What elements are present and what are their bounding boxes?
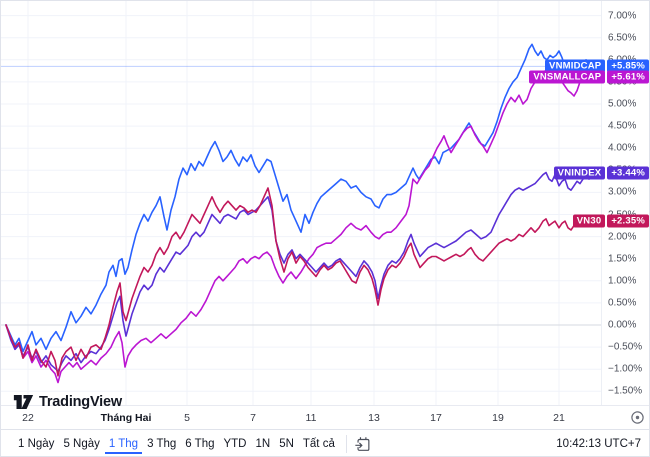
clock-label: 10:42:13 UTC+7 — [556, 438, 641, 450]
price-chart[interactable] — [1, 1, 650, 405]
y-axis-label: 6.50% — [608, 32, 637, 44]
series-badge-vnmidcap[interactable]: VNMIDCAP +5.85% — [545, 59, 649, 73]
range-button-1-thg[interactable]: 1 Thg — [104, 434, 143, 454]
series-badge-change: +5.85% — [607, 59, 649, 73]
toolbar-divider — [345, 435, 347, 453]
range-button-6-thg[interactable]: 6 Thg — [185, 438, 215, 450]
y-axis-label: 1.50% — [608, 253, 637, 265]
x-axis-label: 13 — [368, 411, 380, 424]
series-badge-vn30[interactable]: VN30 +2.35% — [572, 214, 649, 228]
x-axis-label: 22 — [22, 411, 34, 424]
range-button-5-ngày[interactable]: 5 Ngày — [63, 438, 100, 450]
y-axis-label: 0.00% — [608, 319, 637, 331]
series-line-vnsmallcap — [5, 69, 595, 384]
x-axis-label: 11 — [305, 411, 317, 424]
y-axis-label: 7.00% — [608, 10, 637, 22]
x-axis-label: 17 — [430, 411, 442, 424]
series-badge-change: +2.35% — [607, 214, 649, 228]
y-axis-label: 4.50% — [608, 120, 637, 132]
y-axis-label: 5.00% — [608, 98, 637, 110]
range-button-3-thg[interactable]: 3 Thg — [147, 438, 177, 450]
y-axis-label: 6.00% — [608, 54, 636, 65]
series-badge-vnsmallcap[interactable]: VNSMALLCAP +5.61% — [529, 70, 649, 84]
series-line-vnmidcap — [5, 43, 595, 353]
range-button-1n[interactable]: 1N — [255, 438, 271, 450]
series-badge-name: VN30 — [572, 214, 606, 228]
y-axis-label: 2.50% — [608, 209, 636, 220]
scales-settings-icon[interactable] — [629, 409, 646, 426]
y-axis-label: −1.00% — [608, 363, 643, 375]
series-line-vnindex — [5, 171, 595, 373]
range-button-ytd[interactable]: YTD — [223, 438, 247, 450]
chart-area[interactable]: 7.00%6.50%6.00%5.50%5.00%4.50%4.00%3.50%… — [1, 1, 650, 410]
series-badge-vnindex[interactable]: VNINDEX +3.44% — [553, 166, 649, 180]
y-axis-label: 4.00% — [608, 142, 637, 154]
y-axis-label: 3.00% — [608, 186, 637, 198]
x-axis-label: 7 — [250, 411, 256, 424]
series-badge-change: +5.61% — [607, 70, 649, 84]
series-badge-change: +3.44% — [607, 166, 649, 180]
range-button-tất-cả[interactable]: Tất cả — [302, 438, 335, 450]
series-badge-name: VNMIDCAP — [545, 59, 606, 73]
series-badge-name: VNSMALLCAP — [529, 70, 606, 84]
tradingview-logo-icon — [13, 395, 34, 409]
range-button-5n[interactable]: 5N — [279, 438, 294, 450]
series-line-vn30 — [5, 187, 595, 377]
time-axis[interactable]: 22 Tháng Hai 5 7 11 13 17 19 21 — [1, 405, 649, 429]
tradingview-logo-text: TradingView — [39, 394, 122, 410]
y-axis-label: 2.00% — [608, 231, 637, 243]
bottom-toolbar: 1 Ngày 5 Ngày 1 Thg 3 Thg 6 Thg YTD 1N 5N Tất cả… — [1, 429, 649, 456]
tradingview-logo[interactable]: TradingView — [13, 393, 122, 411]
go-to-date-icon[interactable] — [354, 435, 372, 453]
series-badge-name: VNINDEX — [553, 166, 606, 180]
y-axis-label: −1.50% — [608, 385, 643, 397]
y-axis-label: 1.00% — [608, 275, 637, 287]
x-axis-label: 19 — [492, 411, 504, 424]
range-button-1-ngày[interactable]: 1 Ngày — [18, 438, 55, 450]
y-axis-label: −0.50% — [608, 341, 643, 353]
range-selector: 1 Ngày 5 Ngày 1 Thg 3 Thg 6 Thg YTD 1N 5N Tất cả — [14, 434, 339, 454]
x-axis-label: 5 — [184, 411, 190, 424]
x-axis-label: 21 — [553, 411, 565, 424]
x-axis-label: Tháng Hai — [100, 411, 152, 424]
y-axis-label: 0.50% — [608, 297, 637, 309]
